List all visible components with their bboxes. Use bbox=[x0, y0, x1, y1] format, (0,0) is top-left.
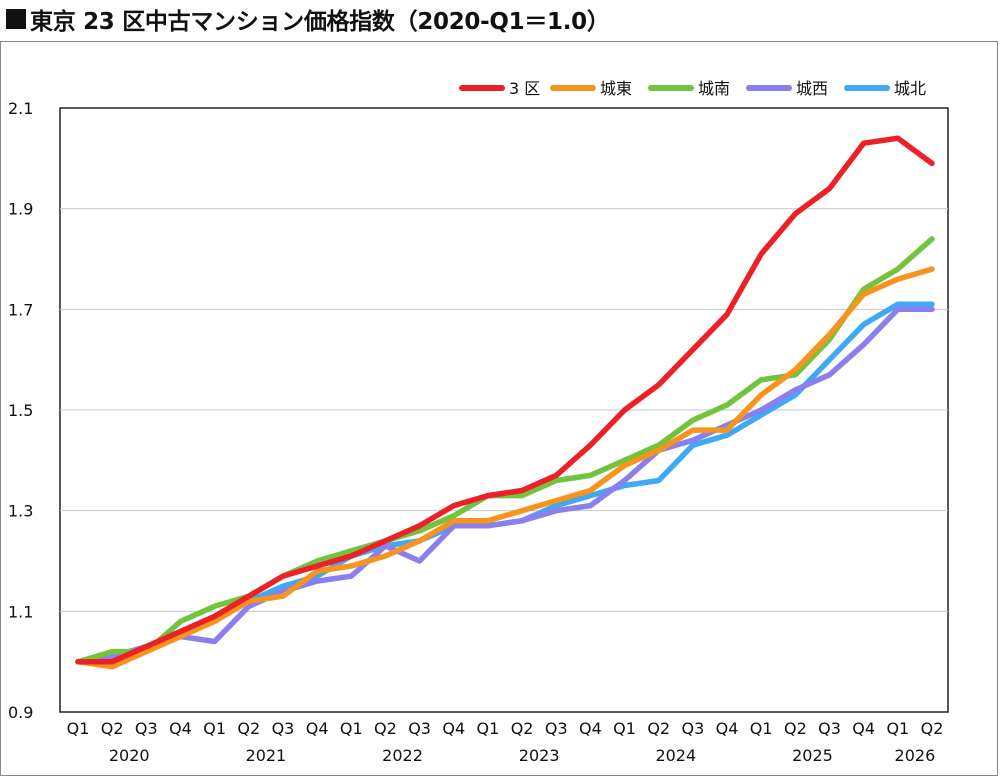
x-tick-label: Q3 bbox=[545, 719, 568, 738]
x-year-label: 2025 bbox=[792, 746, 833, 765]
x-tick-label: Q4 bbox=[716, 719, 739, 738]
y-tick-label: 2.1 bbox=[8, 99, 33, 118]
x-tick-label: Q4 bbox=[169, 719, 192, 738]
x-tick-label: Q1 bbox=[203, 719, 226, 738]
x-tick-label: Q1 bbox=[750, 719, 773, 738]
y-tick-label: 1.3 bbox=[8, 502, 33, 521]
series-line-4 bbox=[75, 306, 935, 665]
x-tick-label: Q4 bbox=[306, 719, 329, 738]
x-tick-label: Q1 bbox=[340, 719, 363, 738]
x-tick-label: Q2 bbox=[511, 719, 534, 738]
x-tick-label: Q2 bbox=[784, 719, 807, 738]
x-tick-label: Q2 bbox=[101, 719, 124, 738]
x-tick-label: Q3 bbox=[272, 719, 295, 738]
x-tick-label: Q4 bbox=[579, 719, 602, 738]
y-tick-label: 0.9 bbox=[8, 703, 33, 722]
x-tick-label: Q1 bbox=[67, 719, 90, 738]
series-line-1 bbox=[75, 135, 935, 665]
title-bullet-square bbox=[6, 9, 26, 29]
y-tick-label: 1.7 bbox=[8, 300, 33, 319]
x-year-label: 2021 bbox=[246, 746, 287, 765]
x-year-label: 2026 bbox=[895, 746, 936, 765]
x-tick-label: Q1 bbox=[886, 719, 909, 738]
x-tick-label: Q2 bbox=[374, 719, 397, 738]
chart-title: 東京 23 区中古マンション価格指数（2020-Q1＝1.0） bbox=[30, 9, 610, 35]
x-tick-label: Q3 bbox=[681, 719, 704, 738]
legend-label: 城東 bbox=[600, 79, 632, 98]
legend-label: 3 区 bbox=[509, 79, 540, 98]
legend-label: 城西 bbox=[796, 79, 828, 98]
legend-label: 城北 bbox=[894, 79, 926, 98]
x-tick-label: Q2 bbox=[647, 719, 670, 738]
x-tick-label: Q4 bbox=[442, 719, 465, 738]
x-tick-label: Q3 bbox=[818, 719, 841, 738]
x-tick-label: Q1 bbox=[613, 719, 636, 738]
y-tick-label: 1.9 bbox=[8, 200, 33, 219]
x-year-label: 2020 bbox=[109, 746, 150, 765]
x-tick-label: Q1 bbox=[477, 719, 500, 738]
x-tick-label: Q2 bbox=[237, 719, 260, 738]
x-tick-label: Q4 bbox=[852, 719, 875, 738]
x-year-label: 2023 bbox=[519, 746, 560, 765]
chart-frame bbox=[0, 41, 998, 776]
x-year-label: 2024 bbox=[655, 746, 696, 765]
y-tick-label: 1.1 bbox=[8, 602, 33, 621]
x-year-label: 2022 bbox=[382, 746, 423, 765]
legend-label: 城南 bbox=[698, 79, 730, 98]
series-line-3 bbox=[75, 236, 935, 665]
series-line-2 bbox=[75, 266, 935, 670]
x-tick-label: Q2 bbox=[921, 719, 944, 738]
x-tick-label: Q3 bbox=[408, 719, 431, 738]
y-tick-label: 1.5 bbox=[8, 401, 33, 420]
chart-title-row: 東京 23 区中古マンション価格指数（2020-Q1＝1.0） bbox=[6, 2, 610, 36]
x-tick-label: Q3 bbox=[135, 719, 158, 738]
